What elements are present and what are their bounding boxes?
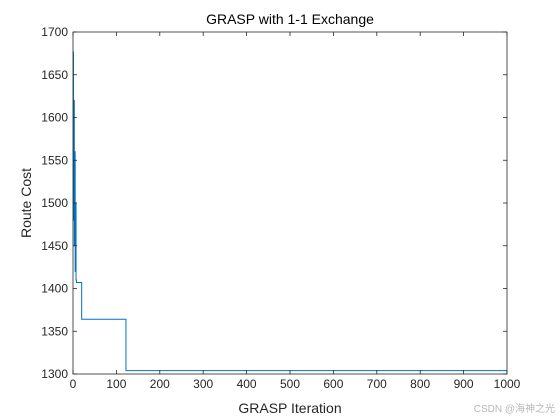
x-tick-label: 700: [367, 377, 387, 391]
y-tick-label: 1400: [41, 282, 68, 296]
x-tick-label: 500: [280, 377, 300, 391]
x-tick-label: 1000: [494, 377, 521, 391]
chart-title: GRASP with 1-1 Exchange: [206, 11, 374, 27]
y-tick-label: 1700: [41, 25, 68, 39]
x-axis-label: GRASP Iteration: [238, 400, 341, 416]
plot-area: [73, 32, 507, 374]
series-line: [72, 51, 507, 372]
y-tick-label: 1350: [41, 324, 68, 338]
x-tick-label: 900: [454, 377, 474, 391]
y-tick-label: 1500: [41, 196, 68, 210]
y-tick-label: 1300: [41, 367, 68, 381]
watermark: CSDN @海神之光: [474, 402, 555, 415]
y-tick-label: 1650: [41, 68, 68, 82]
x-tick-label: 600: [323, 377, 343, 391]
y-tick-label: 1600: [41, 111, 68, 125]
series-layer: [72, 51, 507, 372]
x-tick-label: 200: [150, 377, 170, 391]
x-tick-label: 400: [237, 377, 257, 391]
y-axis-label: Route Cost: [18, 168, 34, 238]
x-axis: 0 100 200 300 400 500 600 700 800 900 1000: [70, 32, 521, 391]
x-tick-label: 0: [70, 377, 77, 391]
y-axis: 1300 1350 1400 1450 1500 1550 1600 1650 1700: [41, 25, 507, 381]
x-tick-label: 800: [410, 377, 430, 391]
x-tick-label: 300: [193, 377, 213, 391]
y-tick-label: 1550: [41, 153, 68, 167]
y-tick-label: 1450: [41, 239, 68, 253]
x-tick-label: 100: [106, 377, 126, 391]
